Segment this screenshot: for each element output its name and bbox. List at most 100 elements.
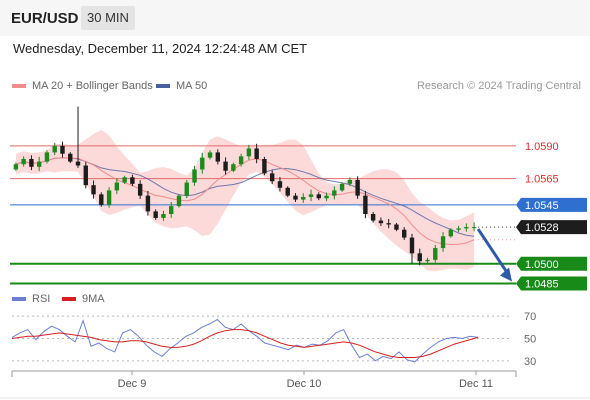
- candle-body: [425, 259, 430, 262]
- candle: [308, 189, 314, 202]
- candle-body: [246, 148, 252, 157]
- candle: [137, 180, 143, 199]
- candle: [417, 248, 422, 266]
- support-2-label-group: 1.0485: [516, 276, 587, 291]
- candle: [339, 182, 345, 192]
- candle: [316, 192, 321, 201]
- datetime-label: Wednesday, December 11, 2024 12:24:48 AM…: [13, 41, 308, 56]
- candle-body: [68, 153, 73, 162]
- candle-body: [223, 161, 228, 171]
- candle-body: [433, 248, 438, 260]
- rsi-line: [11, 318, 479, 363]
- support-1-label-group: 1.0500: [516, 256, 587, 271]
- candle: [153, 209, 158, 220]
- candle-body: [370, 214, 376, 221]
- credit-label: Research © 2024 Trading Central: [416, 80, 581, 92]
- candle: [254, 143, 259, 164]
- candle: [440, 232, 446, 252]
- candle-body: [324, 195, 329, 199]
- candle-body: [448, 229, 454, 237]
- candle-body: [29, 158, 34, 167]
- candle-body: [238, 156, 244, 165]
- candle-body: [316, 194, 321, 199]
- candle-body: [153, 211, 158, 218]
- candle: [68, 152, 73, 164]
- legend-ma50-label: MA 50: [176, 80, 208, 92]
- candles-group: [13, 106, 477, 266]
- support-2-label: 1.0485: [525, 278, 559, 290]
- legend-rsi-ma-label: 9MA: [82, 293, 105, 305]
- candle: [161, 210, 166, 221]
- last-price-label-group: 1.0528: [516, 220, 587, 235]
- candle: [52, 142, 57, 156]
- candle-body: [301, 196, 306, 200]
- candle: [324, 192, 329, 202]
- candle-body: [21, 158, 26, 165]
- candle-body: [161, 214, 166, 218]
- candle-body: [471, 227, 477, 229]
- candle-body: [44, 152, 50, 162]
- resistance-1-label: 1.0565: [525, 174, 559, 186]
- rsi-ma-line: [11, 329, 479, 358]
- candle: [277, 177, 283, 192]
- candle-body: [99, 194, 104, 205]
- resistance-1-label-group: 1.0565: [525, 174, 559, 186]
- candle: [456, 225, 461, 233]
- candle: [370, 211, 376, 223]
- candle-body: [456, 228, 461, 230]
- legend-rsi-ma: 9MA: [62, 293, 105, 305]
- candle-body: [440, 236, 446, 249]
- candle: [386, 218, 391, 229]
- candle: [269, 170, 275, 185]
- x-axis-label: Dec 10: [287, 378, 322, 390]
- candle-body: [402, 229, 407, 238]
- candle: [394, 222, 399, 232]
- candle: [363, 190, 368, 219]
- candle-body: [91, 185, 96, 195]
- candle-body: [106, 190, 112, 205]
- ma20-line: [15, 157, 475, 246]
- candle-body: [285, 187, 290, 196]
- candle: [223, 157, 228, 175]
- ma20-swatch-icon: [12, 84, 26, 88]
- candle: [122, 175, 127, 184]
- candle: [176, 194, 182, 208]
- candle: [192, 165, 197, 186]
- candle: [106, 187, 112, 208]
- candle-body: [386, 223, 391, 225]
- candle: [13, 162, 19, 171]
- candle: [231, 162, 236, 173]
- candle: [425, 257, 430, 264]
- candle: [262, 156, 267, 176]
- candle-body: [75, 161, 81, 166]
- rsi-swatch-icon: [12, 297, 26, 301]
- forecast-arrow-head-icon: [500, 267, 512, 282]
- candle: [44, 150, 50, 164]
- candle-body: [122, 177, 127, 183]
- candle-body: [409, 237, 415, 254]
- resistance-2-label-group: 1.0590: [525, 141, 559, 153]
- candle-body: [215, 152, 221, 162]
- candle: [75, 106, 81, 168]
- candle-body: [137, 183, 143, 196]
- legend-rsi-label: RSI: [32, 293, 51, 305]
- candle: [355, 176, 360, 199]
- candle-body: [269, 173, 275, 182]
- candle: [301, 193, 306, 203]
- candle-body: [192, 169, 197, 183]
- legend-rsi: RSI: [12, 293, 50, 305]
- candle-body: [169, 206, 174, 214]
- rsi-tick-label: 70: [524, 311, 536, 323]
- candle: [471, 222, 477, 232]
- candle-body: [83, 165, 88, 186]
- support-1-label: 1.0500: [525, 259, 559, 271]
- interval-badge[interactable]: 30 MIN: [81, 6, 135, 30]
- candle: [402, 227, 407, 240]
- candle: [21, 156, 26, 167]
- symbol-label: EUR/USD: [11, 10, 79, 27]
- ma50-swatch-icon: [156, 84, 170, 88]
- candle-body: [200, 157, 205, 170]
- x-axis-label: Dec 9: [118, 378, 147, 390]
- candle: [114, 178, 120, 195]
- pivot-label-tag: [516, 197, 587, 212]
